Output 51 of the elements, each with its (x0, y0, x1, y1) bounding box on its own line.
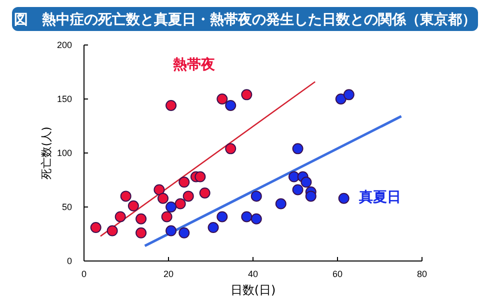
x-tick-label: 80 (416, 269, 428, 279)
x-tick-label: 20 (163, 269, 174, 279)
y-tick-label: 50 (62, 202, 72, 212)
point (292, 184, 304, 196)
point (208, 222, 219, 234)
point (128, 200, 139, 212)
point (292, 143, 304, 154)
point (120, 190, 132, 202)
point (194, 171, 206, 182)
point (106, 225, 118, 236)
y-axis-title: 死亡数(人) (40, 126, 53, 180)
point (250, 190, 262, 202)
y-tick-label: 150 (56, 94, 72, 104)
point (216, 94, 228, 104)
point (90, 222, 102, 234)
point (343, 89, 354, 100)
point (225, 143, 236, 154)
point (305, 190, 316, 202)
point (216, 211, 228, 222)
y-tick-label: 100 (56, 148, 72, 158)
point (161, 211, 172, 222)
point (136, 213, 147, 224)
point (114, 211, 126, 222)
point (335, 94, 346, 104)
point (182, 190, 194, 202)
y-tick-label: 200 (56, 40, 72, 50)
point (241, 211, 252, 222)
point (300, 176, 312, 188)
x-tick-label: 0 (81, 269, 87, 279)
y-tick-label: 0 (66, 256, 72, 266)
point (275, 198, 286, 210)
point (166, 202, 177, 212)
point (158, 192, 169, 204)
point (199, 187, 210, 198)
series-label: 真夏日 (358, 190, 401, 206)
point (136, 227, 147, 238)
x-tick-label: 60 (332, 269, 343, 279)
point (166, 100, 177, 111)
series-label: 熱帯夜 (172, 56, 216, 73)
point (178, 227, 190, 238)
x-axis-title: 日数(日) (230, 283, 276, 297)
point (225, 100, 236, 111)
point (250, 213, 262, 224)
chart-title: 図 熱中症の死亡数と真夏日・熱帯夜の発生した日数との関係（東京都） (14, 11, 476, 28)
x-tick-label: 40 (248, 269, 258, 279)
point (174, 198, 186, 210)
point (154, 184, 165, 196)
point (338, 192, 350, 204)
point (241, 89, 252, 100)
point (166, 225, 177, 236)
point (178, 176, 190, 188)
